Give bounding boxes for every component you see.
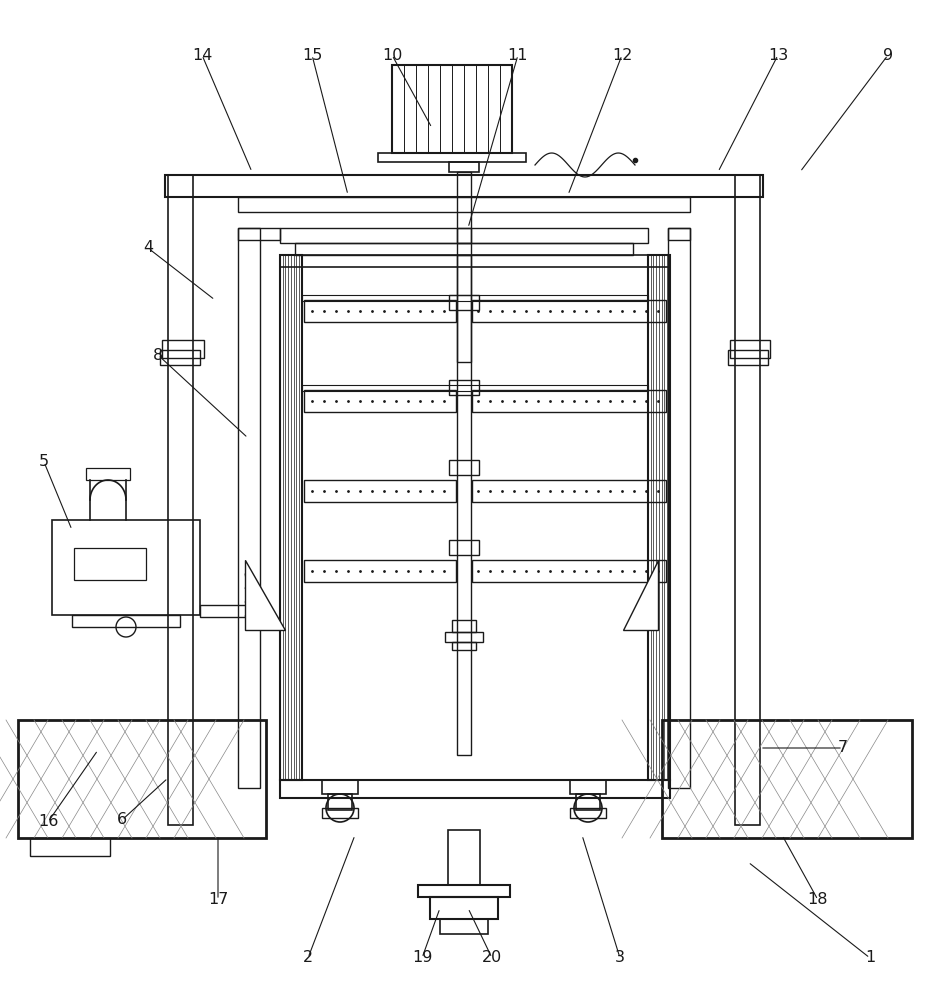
Text: 1: 1 xyxy=(864,950,874,966)
Bar xyxy=(72,615,180,627)
Bar xyxy=(449,162,478,172)
Bar xyxy=(569,780,605,794)
Bar xyxy=(451,620,476,632)
Text: 18: 18 xyxy=(806,892,828,908)
Polygon shape xyxy=(622,560,657,630)
Bar xyxy=(280,255,301,780)
Text: 16: 16 xyxy=(38,814,58,830)
Bar xyxy=(451,642,476,650)
Bar xyxy=(456,172,471,362)
Bar xyxy=(30,838,110,856)
Bar xyxy=(439,919,488,934)
Text: 11: 11 xyxy=(507,47,527,62)
Text: 4: 4 xyxy=(143,240,153,255)
Bar xyxy=(472,390,666,412)
Bar xyxy=(304,560,455,582)
Text: 10: 10 xyxy=(381,47,401,62)
Text: 3: 3 xyxy=(615,950,624,966)
Bar xyxy=(159,350,200,365)
Text: 5: 5 xyxy=(39,454,49,470)
Bar xyxy=(472,560,666,582)
Bar xyxy=(449,380,478,395)
Bar xyxy=(730,340,769,358)
Polygon shape xyxy=(245,560,285,630)
Bar xyxy=(162,340,204,358)
Bar xyxy=(52,520,200,615)
Text: 7: 7 xyxy=(837,740,847,756)
Text: 15: 15 xyxy=(301,47,322,62)
Bar xyxy=(327,794,351,810)
Bar xyxy=(168,175,193,825)
Bar xyxy=(301,295,647,301)
Bar xyxy=(449,540,478,555)
Bar xyxy=(449,460,478,475)
Text: 12: 12 xyxy=(611,47,631,62)
Bar xyxy=(456,255,471,755)
Text: 20: 20 xyxy=(481,950,502,966)
Bar xyxy=(280,780,669,798)
Bar xyxy=(322,780,358,794)
Bar xyxy=(661,720,911,838)
Bar xyxy=(377,153,526,162)
Bar xyxy=(237,228,260,788)
Bar xyxy=(165,175,762,197)
Bar xyxy=(237,197,690,212)
Bar xyxy=(301,385,647,391)
Bar xyxy=(200,605,249,617)
Bar xyxy=(322,808,358,818)
Bar xyxy=(237,228,280,240)
Bar xyxy=(295,243,632,255)
Bar xyxy=(304,300,455,322)
Bar xyxy=(727,350,768,365)
Bar xyxy=(391,65,512,153)
Text: 8: 8 xyxy=(153,348,163,362)
Bar xyxy=(280,255,669,267)
Text: 17: 17 xyxy=(208,892,228,908)
Bar xyxy=(667,228,690,240)
Text: 19: 19 xyxy=(412,950,432,966)
Bar xyxy=(576,794,600,810)
Bar xyxy=(456,228,471,243)
Text: 9: 9 xyxy=(882,47,892,62)
Bar xyxy=(304,480,455,502)
Bar xyxy=(647,255,669,780)
Bar xyxy=(18,720,266,838)
Bar xyxy=(74,548,146,580)
Bar xyxy=(667,228,690,788)
Text: 2: 2 xyxy=(302,950,312,966)
Text: 13: 13 xyxy=(767,47,787,62)
Bar xyxy=(569,808,605,818)
Bar xyxy=(86,468,130,480)
Bar xyxy=(449,295,478,310)
Bar xyxy=(429,897,498,919)
Bar xyxy=(448,830,479,885)
Text: 14: 14 xyxy=(192,47,212,62)
Bar xyxy=(280,228,647,243)
Bar xyxy=(472,300,666,322)
Bar xyxy=(472,480,666,502)
Text: 6: 6 xyxy=(117,812,127,828)
Bar xyxy=(445,632,482,642)
Bar xyxy=(417,885,510,897)
Bar xyxy=(734,175,759,825)
Bar xyxy=(304,390,455,412)
